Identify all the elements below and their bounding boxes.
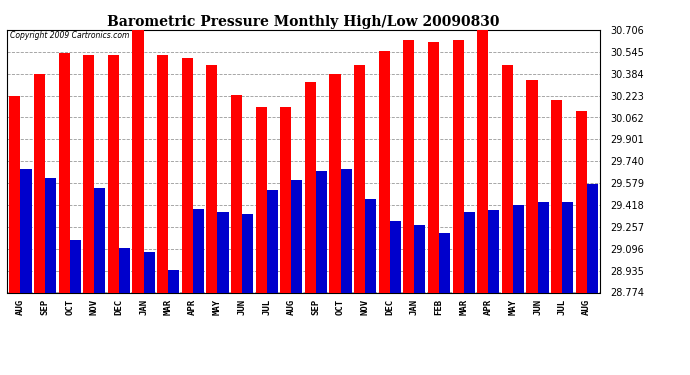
- Bar: [181, 58, 193, 292]
- Bar: [291, 180, 302, 292]
- Bar: [266, 190, 278, 292]
- Bar: [379, 51, 390, 292]
- Bar: [526, 80, 538, 292]
- Bar: [206, 65, 217, 292]
- Bar: [562, 202, 573, 292]
- Bar: [575, 111, 586, 292]
- Bar: [489, 210, 500, 292]
- Bar: [586, 184, 598, 292]
- Bar: [354, 65, 365, 292]
- Bar: [217, 211, 228, 292]
- Text: Copyright 2009 Cartronics.com: Copyright 2009 Cartronics.com: [10, 32, 129, 40]
- Bar: [439, 233, 450, 292]
- Bar: [59, 53, 70, 292]
- Bar: [168, 270, 179, 292]
- Bar: [157, 55, 168, 292]
- Bar: [477, 30, 489, 292]
- Title: Barometric Pressure Monthly High/Low 20090830: Barometric Pressure Monthly High/Low 200…: [108, 15, 500, 29]
- Bar: [34, 74, 45, 292]
- Bar: [415, 225, 426, 292]
- Bar: [255, 107, 266, 292]
- Bar: [365, 199, 376, 292]
- Bar: [45, 177, 56, 292]
- Bar: [144, 252, 155, 292]
- Bar: [428, 42, 439, 292]
- Bar: [193, 209, 204, 292]
- Bar: [502, 65, 513, 292]
- Bar: [513, 205, 524, 292]
- Bar: [280, 107, 291, 292]
- Bar: [538, 202, 549, 292]
- Bar: [95, 188, 106, 292]
- Bar: [21, 170, 32, 292]
- Bar: [10, 96, 21, 292]
- Bar: [305, 82, 316, 292]
- Bar: [464, 211, 475, 292]
- Bar: [119, 248, 130, 292]
- Bar: [390, 221, 401, 292]
- Bar: [453, 40, 464, 292]
- Bar: [404, 40, 415, 292]
- Bar: [242, 214, 253, 292]
- Bar: [316, 171, 327, 292]
- Bar: [132, 30, 144, 292]
- Bar: [329, 74, 341, 292]
- Bar: [108, 55, 119, 292]
- Bar: [70, 240, 81, 292]
- Bar: [231, 94, 242, 292]
- Bar: [83, 55, 95, 292]
- Bar: [341, 170, 352, 292]
- Bar: [551, 100, 562, 292]
